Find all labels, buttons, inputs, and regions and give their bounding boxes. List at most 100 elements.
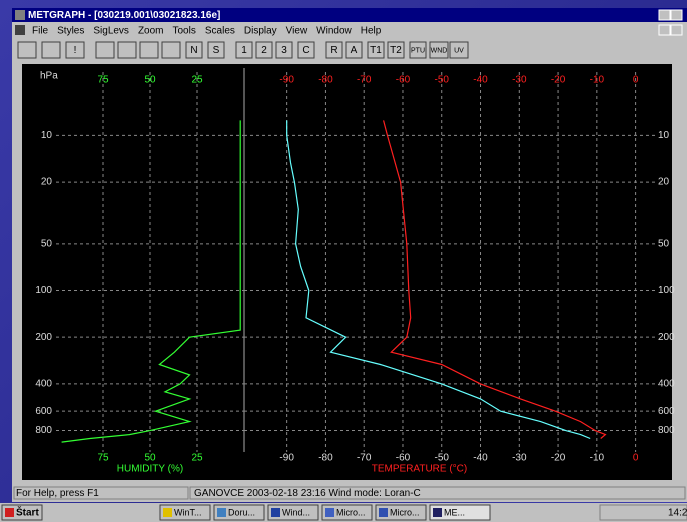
y-tick-label: 100 <box>35 285 52 296</box>
tool-button-label: 2 <box>261 45 267 56</box>
tool-button-label: R <box>330 45 337 56</box>
tool-button-label: A <box>351 45 358 56</box>
menu-item[interactable]: Help <box>361 26 382 37</box>
child-minimize-button[interactable] <box>658 24 671 36</box>
menu-item[interactable]: Window <box>316 26 352 37</box>
menu-item[interactable]: Display <box>244 26 277 37</box>
tool-button[interactable] <box>325 41 343 59</box>
task-button[interactable] <box>159 504 211 521</box>
y-tick-label: 50 <box>658 238 670 249</box>
status-help: For Help, press F1 <box>16 488 99 499</box>
status-info: GANOVCE 2003-02-18 23:16 Wind mode: Lora… <box>194 488 421 499</box>
minimize-button[interactable] <box>658 9 671 21</box>
tool-button[interactable] <box>185 41 203 59</box>
tool-button-label: T2 <box>390 45 402 56</box>
y-tick-label: 800 <box>35 425 52 436</box>
task-button[interactable] <box>375 504 427 521</box>
tool-button[interactable] <box>367 41 385 59</box>
tool-icon-button[interactable] <box>41 41 61 59</box>
y-tick-label: 20 <box>658 177 670 188</box>
x-tick-label: 50 <box>144 453 156 464</box>
tool-button-label: 3 <box>281 45 287 56</box>
tool-icon-button[interactable] <box>139 41 159 59</box>
tool-button[interactable] <box>345 41 363 59</box>
tool-icon-button[interactable] <box>17 41 37 59</box>
menu-item[interactable]: Styles <box>57 26 84 37</box>
tool-icon-button[interactable] <box>95 41 115 59</box>
task-list: WinT... Doru... Wind... Micro... Micro... ME.… <box>159 504 491 521</box>
tool-button-label: WND <box>431 47 448 54</box>
x-tick-label: -30 <box>512 453 527 464</box>
y-tick-label: 10 <box>658 130 670 141</box>
tool-button-label: N <box>190 45 197 56</box>
tool-button[interactable] <box>429 41 449 59</box>
task-button[interactable] <box>321 504 373 521</box>
app-icon <box>15 10 25 20</box>
plot-background <box>22 64 672 480</box>
task-icon <box>325 508 334 517</box>
y-tick-label: 100 <box>658 285 675 296</box>
tool-button-label: ! <box>74 45 77 56</box>
tool-button[interactable] <box>207 41 225 59</box>
y-tick-label: 800 <box>658 425 675 436</box>
x-tick-label: -50 <box>435 75 450 86</box>
x-tick-label: -40 <box>473 75 488 86</box>
tool-button[interactable] <box>235 41 253 59</box>
y-tick-label: 400 <box>35 379 52 390</box>
tool-button[interactable] <box>275 41 293 59</box>
menu-item[interactable]: File <box>32 26 49 37</box>
y-tick-label: 600 <box>35 406 52 417</box>
tool-button[interactable] <box>449 41 469 59</box>
tool-icon-button[interactable] <box>161 41 181 59</box>
y-tick-label: 200 <box>35 332 52 343</box>
menu-item[interactable]: SigLevs <box>93 26 129 37</box>
y-tick-label: 200 <box>658 332 675 343</box>
menu-item[interactable]: View <box>286 26 308 37</box>
tool-button-label: UV <box>454 47 464 54</box>
tool-button[interactable] <box>387 41 405 59</box>
profile-line <box>286 120 591 440</box>
menu-item[interactable]: Zoom <box>138 26 164 37</box>
status-pane <box>189 486 686 500</box>
x-axis-label: TEMPERATURE (°C) <box>372 464 467 475</box>
x-tick-label: 25 <box>191 75 203 86</box>
toolbar: ! N S 1 2 3 C R A T1 T2 PTU WND UV <box>17 41 469 59</box>
tool-icon-button[interactable] <box>117 41 137 59</box>
menu-item[interactable]: Scales <box>205 26 235 37</box>
y-tick-label: 50 <box>41 238 53 249</box>
x-tick-label: -50 <box>435 453 450 464</box>
chart: hPa102050100200400600800757550502525HUMI… <box>35 68 675 475</box>
y-tick-label: 20 <box>41 177 53 188</box>
status-pane <box>13 486 189 500</box>
x-tick-label: -60 <box>396 75 411 86</box>
restore-button[interactable] <box>670 9 683 21</box>
child-restore-button[interactable] <box>670 24 683 36</box>
task-button[interactable] <box>267 504 319 521</box>
menu-item[interactable]: Tools <box>173 26 196 37</box>
tool-button-label: S <box>213 45 220 56</box>
tray <box>599 504 687 521</box>
start-label: Štart <box>16 506 39 519</box>
x-tick-label: -70 <box>357 453 372 464</box>
tool-button[interactable] <box>297 41 315 59</box>
x-tick-label: -60 <box>396 453 411 464</box>
tool-button-label: T1 <box>370 45 382 56</box>
tool-button[interactable] <box>65 41 85 59</box>
x-tick-label: 0 <box>633 453 639 464</box>
clock: 14:2 <box>668 508 687 519</box>
tool-button[interactable] <box>409 41 427 59</box>
task-icon <box>163 508 172 517</box>
task-label: ME... <box>444 507 465 517</box>
task-button[interactable] <box>429 504 491 521</box>
x-tick-label: -80 <box>318 75 333 86</box>
task-icon <box>271 508 280 517</box>
tool-button-label: 1 <box>241 45 247 56</box>
y-tick-label: 600 <box>658 406 675 417</box>
task-label: Micro... <box>336 507 366 517</box>
task-label: WinT... <box>174 507 202 517</box>
x-tick-label: -10 <box>590 453 605 464</box>
task-button[interactable] <box>213 504 265 521</box>
tool-button[interactable] <box>255 41 273 59</box>
